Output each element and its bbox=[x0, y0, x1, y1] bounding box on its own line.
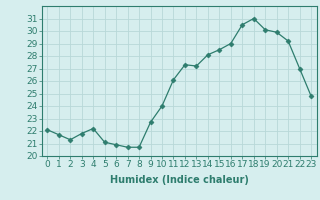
X-axis label: Humidex (Indice chaleur): Humidex (Indice chaleur) bbox=[110, 175, 249, 185]
